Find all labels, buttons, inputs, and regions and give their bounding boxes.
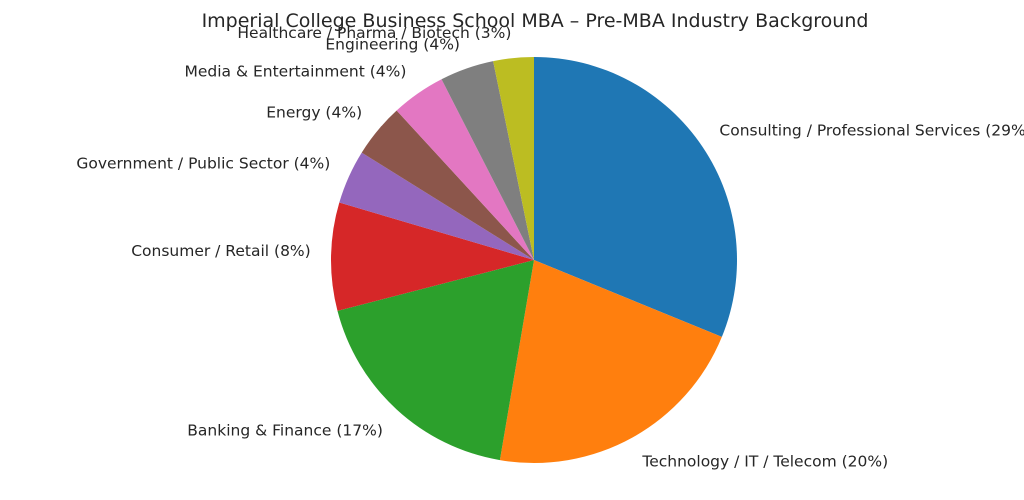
pie-slice-1 — [499, 260, 722, 464]
pie-slice-label-4: Government / Public Sector (4%) — [76, 154, 330, 172]
pie-slice-label-7: Engineering (4%) — [325, 35, 460, 53]
pie-slice-5 — [361, 110, 534, 261]
pie-slice-6 — [396, 79, 534, 261]
pie-slice-label-1: Technology / IT / Telecom (20%) — [641, 452, 888, 470]
pie-slice-label-8: Healthcare / Pharma / Biotech (3%) — [237, 24, 511, 42]
pie-slice-3 — [330, 202, 534, 311]
pie-slice-label-3: Consumer / Retail (8%) — [131, 242, 311, 260]
chart-title: Imperial College Business School MBA – P… — [202, 10, 869, 32]
pie-labels: Consulting / Professional Services (29%)… — [76, 24, 1024, 471]
pie-slice-label-6: Media & Entertainment (4%) — [184, 63, 406, 81]
pie-slice-label-0: Consulting / Professional Services (29%) — [719, 122, 1024, 140]
pie-slice-8 — [493, 57, 534, 260]
pie-slice-7 — [441, 61, 534, 260]
pie-slice-label-5: Energy (4%) — [266, 103, 362, 121]
pie-slice-2 — [337, 260, 534, 461]
pie-slice-label-2: Banking & Finance (17%) — [187, 422, 383, 440]
pie-slice-4 — [339, 152, 534, 260]
pie-slice-0 — [534, 57, 738, 337]
pie-slices — [330, 57, 738, 464]
